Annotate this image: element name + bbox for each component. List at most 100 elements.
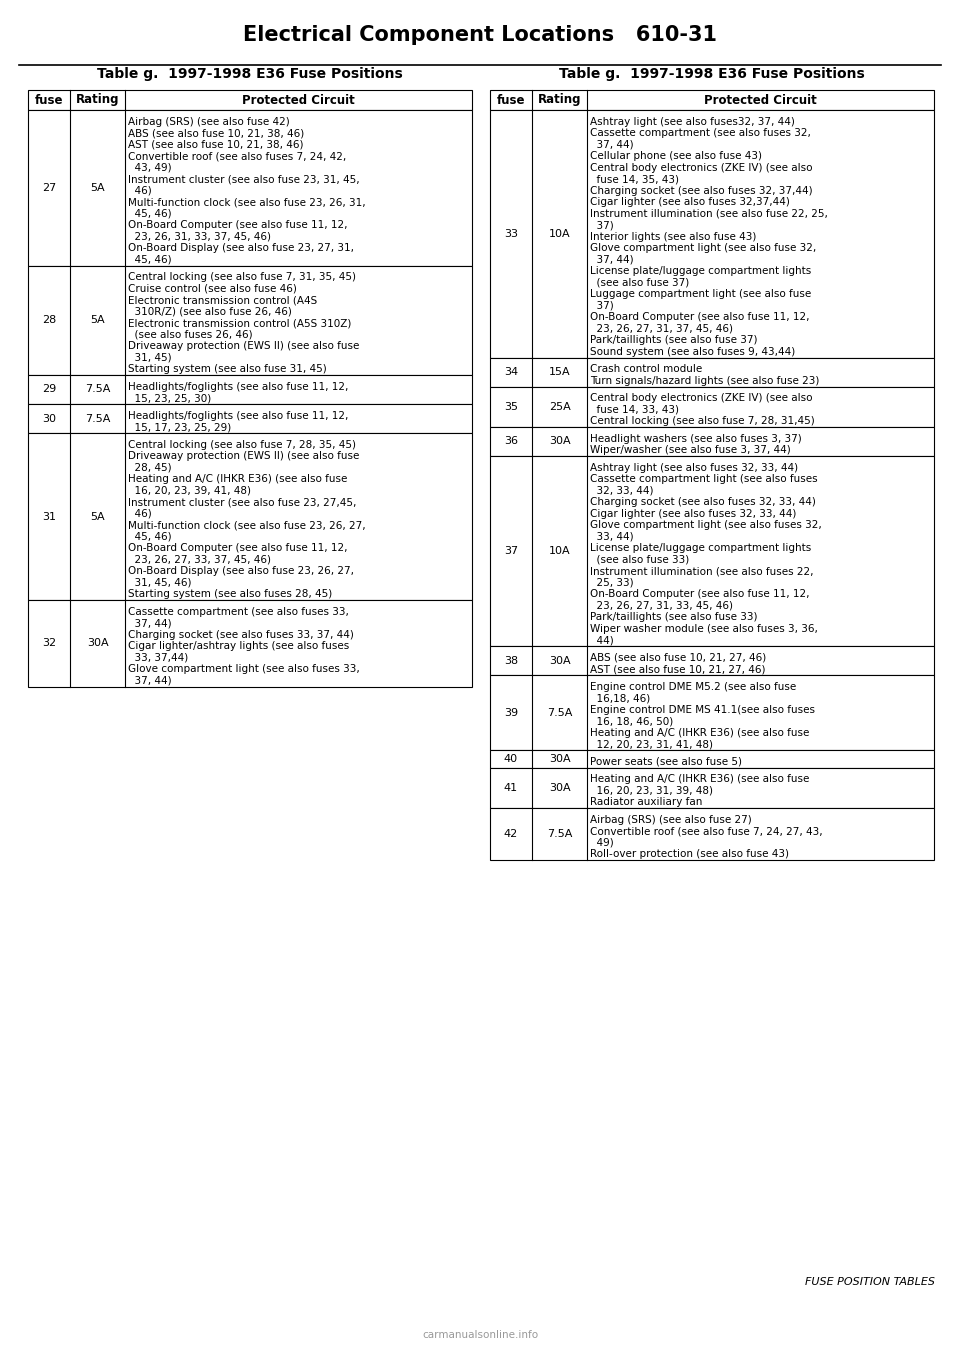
Text: 30A: 30A [549, 753, 570, 764]
Bar [28, 404, 472, 433]
Text: Crash control module: Crash control module [590, 364, 703, 375]
Text: 23, 26, 27, 33, 37, 45, 46): 23, 26, 27, 33, 37, 45, 46) [128, 555, 271, 565]
Text: Cassette compartment (see also fuses 33,: Cassette compartment (see also fuses 33, [128, 607, 348, 616]
Text: Ashtray light (see also fuses 32, 33, 44): Ashtray light (see also fuses 32, 33, 44… [590, 463, 798, 472]
Text: Table g.  1997-1998 E36 Fuse Positions: Table g. 1997-1998 E36 Fuse Positions [559, 66, 865, 81]
Text: AST (see also fuse 10, 21, 38, 46): AST (see also fuse 10, 21, 38, 46) [128, 140, 303, 149]
Text: Headlight washers (see also fuses 3, 37): Headlight washers (see also fuses 3, 37) [590, 434, 802, 444]
Text: Cigar lighter (see also fuses 32, 33, 44): Cigar lighter (see also fuses 32, 33, 44… [590, 509, 797, 518]
Text: Heating and A/C (IHKR E36) (see also fuse: Heating and A/C (IHKR E36) (see also fus… [128, 474, 348, 484]
Text: 5A: 5A [90, 183, 105, 193]
Text: License plate/luggage compartment lights: License plate/luggage compartment lights [590, 543, 811, 554]
Text: On-Board Computer (see also fuse 11, 12,: On-Board Computer (see also fuse 11, 12, [128, 543, 348, 554]
Text: 28, 45): 28, 45) [128, 463, 172, 472]
Text: 37): 37) [590, 301, 613, 311]
Text: Park/taillights (see also fuse 37): Park/taillights (see also fuse 37) [590, 335, 757, 345]
Text: 5A: 5A [90, 512, 105, 521]
Text: 36: 36 [504, 437, 518, 446]
Text: 30A: 30A [549, 783, 570, 792]
Text: fuse: fuse [35, 94, 63, 106]
Text: 23, 26, 27, 31, 37, 45, 46): 23, 26, 27, 31, 37, 45, 46) [590, 323, 733, 334]
Text: Heating and A/C (IHKR E36) (see also fuse: Heating and A/C (IHKR E36) (see also fus… [590, 773, 809, 784]
Bar [490, 90, 934, 110]
Text: Headlights/foglights (see also fuse 11, 12,: Headlights/foglights (see also fuse 11, … [128, 411, 348, 421]
Text: Power seats (see also fuse 5): Power seats (see also fuse 5) [590, 757, 742, 767]
Text: Central locking (see also fuse 7, 28, 31,45): Central locking (see also fuse 7, 28, 31… [590, 417, 815, 426]
Text: Central locking (see also fuse 7, 31, 35, 45): Central locking (see also fuse 7, 31, 35… [128, 273, 356, 282]
Text: 37, 44): 37, 44) [128, 619, 172, 628]
Text: 44): 44) [590, 635, 613, 645]
Text: Multi-function clock (see also fuse 23, 26, 31,: Multi-function clock (see also fuse 23, … [128, 197, 366, 208]
Bar [28, 433, 472, 600]
Text: fuse 14, 35, 43): fuse 14, 35, 43) [590, 174, 679, 185]
Text: 10A: 10A [549, 546, 570, 556]
Text: fuse 14, 33, 43): fuse 14, 33, 43) [590, 404, 679, 415]
Text: Electronic transmission control (A5S 310Z): Electronic transmission control (A5S 310… [128, 318, 351, 328]
Text: 33, 44): 33, 44) [590, 532, 634, 541]
Text: Central locking (see also fuse 7, 28, 35, 45): Central locking (see also fuse 7, 28, 35… [128, 440, 356, 449]
Text: 7.5A: 7.5A [84, 384, 110, 395]
Text: 23, 26, 27, 31, 33, 45, 46): 23, 26, 27, 31, 33, 45, 46) [590, 601, 733, 611]
Text: 25, 33): 25, 33) [590, 578, 634, 588]
Text: 38: 38 [504, 655, 518, 665]
Text: 45, 46): 45, 46) [128, 255, 172, 265]
Text: 33: 33 [504, 229, 518, 239]
Bar [490, 110, 934, 357]
Text: 27: 27 [42, 183, 56, 193]
Bar [28, 375, 472, 404]
Text: 35: 35 [504, 402, 518, 411]
Text: 32: 32 [42, 638, 56, 649]
Text: 16,18, 46): 16,18, 46) [590, 693, 650, 703]
Bar [490, 750, 934, 768]
Text: Cassette compartment light (see also fuses: Cassette compartment light (see also fus… [590, 474, 818, 484]
Text: Airbag (SRS) (see also fuse 42): Airbag (SRS) (see also fuse 42) [128, 117, 290, 126]
Text: License plate/luggage compartment lights: License plate/luggage compartment lights [590, 266, 811, 275]
Text: Protected Circuit: Protected Circuit [704, 94, 817, 106]
Text: Sound system (see also fuses 9, 43,44): Sound system (see also fuses 9, 43,44) [590, 346, 795, 357]
Text: 46): 46) [128, 186, 152, 195]
Text: Turn signals/hazard lights (see also fuse 23): Turn signals/hazard lights (see also fus… [590, 376, 820, 385]
Text: On-Board Computer (see also fuse 11, 12,: On-Board Computer (see also fuse 11, 12, [590, 589, 809, 600]
Text: 5A: 5A [90, 315, 105, 326]
Text: Driveaway protection (EWS II) (see also fuse: Driveaway protection (EWS II) (see also … [128, 451, 359, 461]
Text: 30A: 30A [86, 638, 108, 649]
Bar [28, 110, 472, 266]
Text: Charging socket (see also fuses 33, 37, 44): Charging socket (see also fuses 33, 37, … [128, 630, 354, 639]
Text: Interior lights (see also fuse 43): Interior lights (see also fuse 43) [590, 232, 756, 242]
Text: Rating: Rating [76, 94, 119, 106]
Text: 33, 37,44): 33, 37,44) [128, 653, 188, 662]
Text: Glove compartment light (see also fuses 33,: Glove compartment light (see also fuses … [128, 664, 360, 674]
Text: 42: 42 [504, 829, 518, 839]
Text: 31, 45, 46): 31, 45, 46) [128, 578, 191, 588]
Bar [490, 674, 934, 750]
Text: 28: 28 [42, 315, 56, 326]
Bar [490, 646, 934, 674]
Text: Cruise control (see also fuse 46): Cruise control (see also fuse 46) [128, 284, 297, 293]
Text: Cigar lighter (see also fuses 32,37,44): Cigar lighter (see also fuses 32,37,44) [590, 197, 790, 208]
Text: Central body electronics (ZKE IV) (see also: Central body electronics (ZKE IV) (see a… [590, 394, 812, 403]
Text: 31: 31 [42, 512, 56, 521]
Text: Radiator auxiliary fan: Radiator auxiliary fan [590, 797, 703, 807]
Text: Instrument cluster (see also fuse 23, 27,45,: Instrument cluster (see also fuse 23, 27… [128, 497, 356, 508]
Text: AST (see also fuse 10, 21, 27, 46): AST (see also fuse 10, 21, 27, 46) [590, 664, 765, 674]
Text: 31, 45): 31, 45) [128, 353, 172, 362]
Text: 30: 30 [42, 414, 56, 423]
Text: 39: 39 [504, 707, 518, 718]
Text: 46): 46) [128, 509, 152, 518]
Text: Wiper/washer (see also fuse 3, 37, 44): Wiper/washer (see also fuse 3, 37, 44) [590, 445, 791, 455]
Text: FUSE POSITION TABLES: FUSE POSITION TABLES [805, 1277, 935, 1286]
Bar [28, 266, 472, 375]
Text: 34: 34 [504, 366, 518, 377]
Text: Charging socket (see also fuses 32, 33, 44): Charging socket (see also fuses 32, 33, … [590, 497, 816, 508]
Text: 16, 18, 46, 50): 16, 18, 46, 50) [590, 716, 673, 726]
Text: Electronic transmission control (A4S: Electronic transmission control (A4S [128, 294, 317, 305]
Text: 37, 44): 37, 44) [128, 676, 172, 685]
Text: 49): 49) [590, 837, 613, 848]
Bar [490, 387, 934, 427]
Text: 12, 20, 23, 31, 41, 48): 12, 20, 23, 31, 41, 48) [590, 740, 713, 749]
Text: ABS (see also fuse 10, 21, 27, 46): ABS (see also fuse 10, 21, 27, 46) [590, 653, 766, 662]
Text: 25A: 25A [548, 402, 570, 411]
Text: Instrument illumination (see also fuse 22, 25,: Instrument illumination (see also fuse 2… [590, 209, 828, 218]
Text: 310R/Z) (see also fuse 26, 46): 310R/Z) (see also fuse 26, 46) [128, 307, 292, 316]
Text: (see also fuses 26, 46): (see also fuses 26, 46) [128, 330, 252, 339]
